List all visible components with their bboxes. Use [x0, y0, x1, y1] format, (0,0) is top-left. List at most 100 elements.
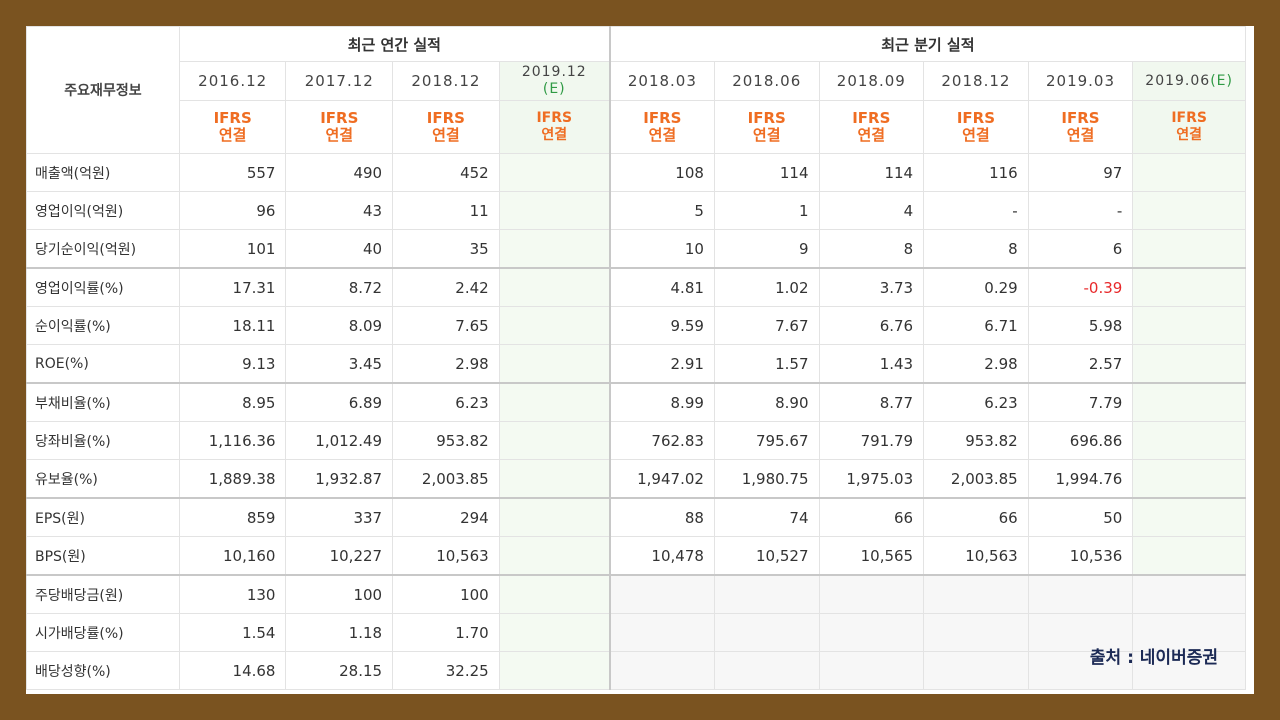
quarter-value-cell: [608, 574, 715, 614]
quarter-estimate-cell: [1132, 344, 1246, 384]
quarter-value-cell: 74: [713, 497, 820, 537]
annual-period-header: 2016.12: [178, 61, 287, 101]
annual-estimate-cell: [498, 267, 611, 307]
table-row: 영업이익률(%) 17.31 8.72 2.42 4.81 1.02 3.73 0.29 -0.…: [26, 267, 1246, 307]
annual-estimate-cell: [498, 574, 611, 614]
annual-value-cell: 3.45: [285, 344, 394, 384]
quarter-value-cell: 5: [608, 191, 715, 230]
annual-value-cell: 17.31: [178, 267, 287, 307]
ifrs-consolidation: 연결: [541, 127, 568, 143]
quarter-value-cell: 10,478: [608, 536, 715, 576]
annual-value-cell: 10,160: [178, 536, 287, 576]
annual-value-cell: 452: [392, 153, 500, 192]
quarter-value-cell: [818, 613, 925, 652]
financial-table: 주요재무정보 최근 연간 실적 최근 분기 실적 2016.12 2017.12…: [26, 26, 1246, 690]
row-label: BPS(원): [26, 536, 180, 576]
quarter-value-cell: -0.39: [1027, 267, 1134, 307]
annual-estimate-cell: [498, 459, 611, 499]
ifrs-consolidated-label: IFRS 연결: [285, 100, 394, 154]
quarter-value-cell: 1.57: [713, 344, 820, 384]
ifrs-consolidation: 연결: [1176, 127, 1203, 143]
annual-value-cell: 14.68: [178, 651, 287, 690]
quarter-value-cell: 114: [713, 153, 820, 192]
row-label: 순이익률(%): [26, 306, 180, 345]
row-label: 유보율(%): [26, 459, 180, 499]
annual-value-cell: 1,116.36: [178, 421, 287, 460]
quarter-value-cell: 696.86: [1027, 421, 1134, 460]
quarter-value-cell: [923, 613, 1029, 652]
annual-value-cell: 557: [178, 153, 287, 192]
annual-estimate-cell: [498, 613, 611, 652]
quarter-value-cell: 953.82: [923, 421, 1029, 460]
quarter-value-cell: 6.71: [923, 306, 1029, 345]
quarter-value-cell: 10,527: [713, 536, 820, 576]
quarter-value-cell: 6: [1027, 229, 1134, 269]
quarter-value-cell: 1,980.75: [713, 459, 820, 499]
ifrs-consolidation: 연결: [962, 126, 990, 144]
ifrs-consolidation: 연결: [218, 126, 247, 144]
ifrs-consolidated-label: IFRS 연결: [498, 100, 611, 154]
row-label: 부채비율(%): [26, 382, 180, 422]
annual-estimate-cell: [498, 229, 611, 269]
table-row: 당좌비율(%) 1,116.36 1,012.49 953.82 762.83 795.6…: [26, 421, 1246, 460]
quarter-value-cell: [1027, 651, 1134, 690]
annual-value-cell: 337: [285, 497, 394, 537]
ifrs-consolidated-label: IFRS 연결: [608, 100, 715, 154]
annual-estimate-header: 2019.12 (E): [498, 61, 611, 101]
table-row: 배당성향(%) 14.68 28.15 32.25: [26, 651, 1246, 690]
ifrs-standard: IFRS: [852, 109, 891, 127]
annual-value-cell: 1.54: [178, 613, 287, 652]
quarter-value-cell: 2.98: [923, 344, 1029, 384]
estimate-mark: (E): [542, 81, 566, 97]
annual-value-cell: 490: [285, 153, 394, 192]
table-row: 매출액(억원) 557 490 452 108 114 114 116 97: [26, 153, 1246, 192]
annual-value-cell: 6.89: [285, 382, 394, 422]
quarter-estimate-cell: [1132, 153, 1246, 192]
ifrs-consolidation: 연결: [325, 126, 354, 144]
annual-value-cell: 1,932.87: [285, 459, 394, 499]
quarter-value-cell: 2.57: [1027, 344, 1134, 384]
annual-value-cell: 96: [178, 191, 287, 230]
ifrs-consolidated-label: IFRS 연결: [178, 100, 287, 154]
quarter-value-cell: 116: [923, 153, 1029, 192]
quarter-estimate-cell: [1132, 574, 1246, 614]
annual-value-cell: 28.15: [285, 651, 394, 690]
quarter-value-cell: [713, 613, 820, 652]
row-label: EPS(원): [26, 497, 180, 537]
ifrs-standard: IFRS: [956, 109, 995, 127]
table-row: 유보율(%) 1,889.38 1,932.87 2,003.85 1,947.02 1,…: [26, 459, 1246, 499]
quarter-period-header: 2018.09: [818, 61, 925, 101]
annual-value-cell: 7.65: [392, 306, 500, 345]
table-row: 순이익률(%) 18.11 8.09 7.65 9.59 7.67 6.76 6.71 5.98: [26, 306, 1246, 345]
annual-value-cell: 10,563: [392, 536, 500, 576]
quarter-value-cell: 7.67: [713, 306, 820, 345]
ifrs-consolidation: 연결: [432, 126, 460, 144]
annual-value-cell: 859: [178, 497, 287, 537]
quarter-value-cell: 8.77: [818, 382, 925, 422]
ifrs-standard: IFRS: [213, 109, 252, 127]
quarter-estimate-cell: [1132, 497, 1246, 537]
annual-value-cell: 8.72: [285, 267, 394, 307]
quarter-value-cell: 66: [923, 497, 1029, 537]
quarter-value-cell: [1027, 574, 1134, 614]
quarter-value-cell: [713, 651, 820, 690]
annual-value-cell: 1,012.49: [285, 421, 394, 460]
annual-value-cell: 101: [178, 229, 287, 269]
row-label: 시가배당률(%): [26, 613, 180, 652]
quarter-estimate-cell: [1132, 382, 1246, 422]
quarter-value-cell: 8.90: [713, 382, 820, 422]
quarter-value-cell: 791.79: [818, 421, 925, 460]
quarter-value-cell: 6.23: [923, 382, 1029, 422]
quarter-estimate-cell: [1132, 421, 1246, 460]
annual-estimate-cell: [498, 536, 611, 576]
annual-estimate-cell: [498, 153, 611, 192]
source-caption: 출처 : 네이버증권: [1089, 648, 1218, 668]
annual-value-cell: 8.09: [285, 306, 394, 345]
quarter-value-cell: 114: [818, 153, 925, 192]
annual-value-cell: 953.82: [392, 421, 500, 460]
ifrs-consolidation: 연결: [648, 126, 677, 144]
quarter-value-cell: 1: [713, 191, 820, 230]
annual-value-cell: 2,003.85: [392, 459, 500, 499]
ifrs-standard: IFRS: [747, 109, 786, 127]
row-label: 매출액(억원): [26, 153, 180, 192]
